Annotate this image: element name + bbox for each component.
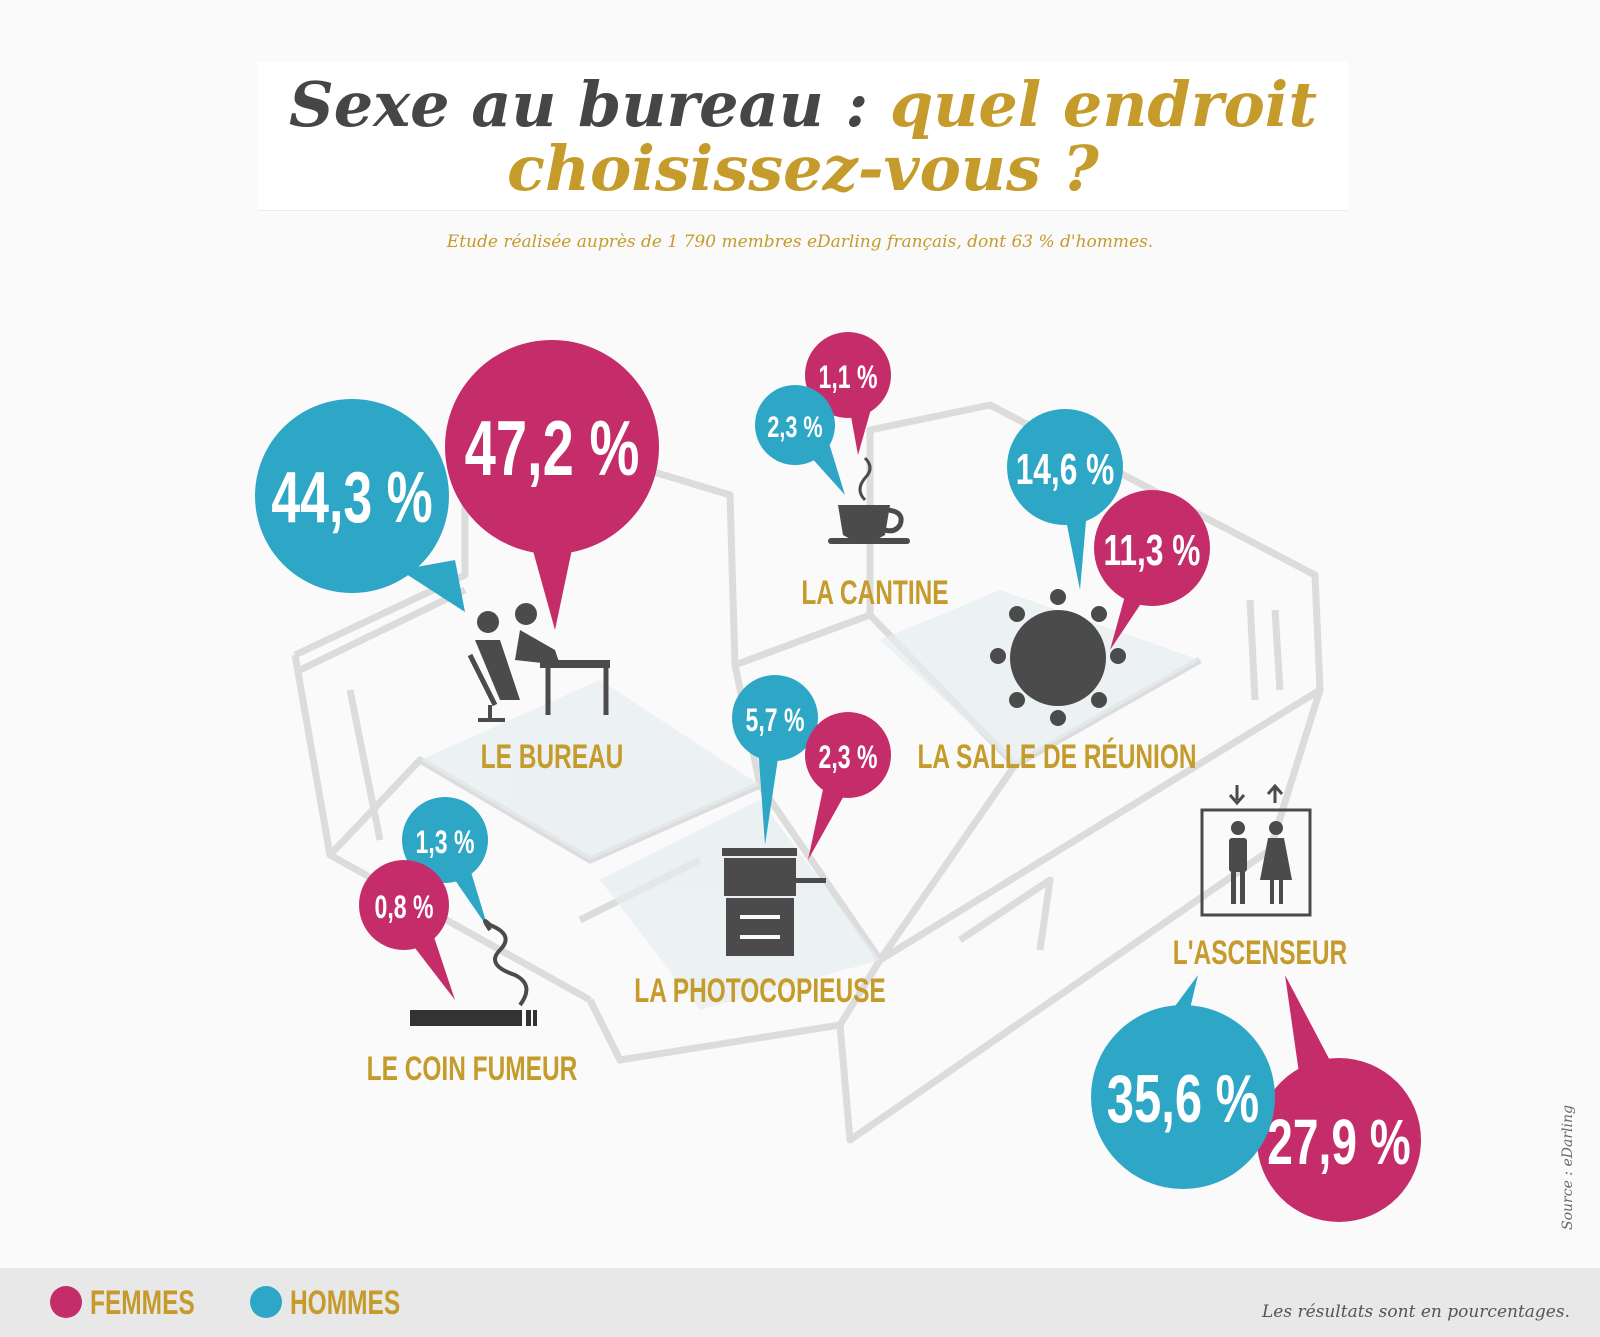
subtitle: Etude réalisée auprès de 1 790 membres e… (446, 232, 1154, 252)
hommes-bubble (1091, 1005, 1275, 1189)
place-l-ascenseur: L'ASCENSEUR 27,9 % 35,6 % (1091, 783, 1421, 1222)
hommes-value: 35,6 % (1107, 1060, 1259, 1137)
place-le-bureau: 44,3 % 47,2 % LE BUREAU (255, 340, 659, 776)
femmes-bubble (359, 860, 449, 950)
femmes-pointer (808, 780, 850, 860)
femmes-legend-label: FEMMES (90, 1284, 195, 1322)
hommes-legend-dot (250, 1286, 282, 1318)
place-la-cantine: 1,1 % 2,3 % LA CANTINE (755, 332, 949, 612)
femmes-value: 27,9 % (1267, 1107, 1410, 1178)
hommes-bubble (1007, 409, 1123, 525)
femmes-value: 1,1 % (819, 359, 878, 395)
hommes-value: 14,6 % (1016, 445, 1115, 494)
title-part-2: quel endroit (889, 68, 1317, 141)
title-box: Sexe au bureau : quel endroit choisissez… (258, 62, 1348, 210)
femmes-bubble (1257, 1058, 1421, 1222)
title-part-1: Sexe au bureau : (288, 68, 869, 141)
femmes-bubble (445, 340, 659, 554)
hommes-value: 44,3 % (271, 458, 432, 538)
photocopier-icon (722, 848, 826, 956)
hommes-bubble (755, 385, 835, 465)
cigarette-icon (410, 919, 537, 1026)
place-label: LE COIN FUMEUR (367, 1050, 578, 1088)
hommes-value: 2,3 % (767, 409, 822, 443)
place-la-photocopieuse: 5,7 % 2,3 % LA PHOTOCOPIEUSE (634, 675, 891, 1010)
hommes-pointer (400, 560, 465, 612)
place-le-coin-fumeur: 1,3 % 0,8 % LE COIN FUMEUR (359, 797, 577, 1088)
footer: FEMMES HOMMES Les résultats sont en pour… (0, 1268, 1600, 1337)
femmes-bubble (805, 712, 891, 798)
femmes-bubble (805, 332, 891, 418)
femmes-bubble (1094, 490, 1210, 606)
femmes-legend-dot (50, 1286, 82, 1318)
femmes-value: 11,3 % (1104, 526, 1201, 575)
couple-desk-icon (467, 603, 610, 722)
coffee-cup-icon (828, 456, 910, 544)
hommes-bubble (402, 797, 488, 883)
infographic-canvas: 44,3 % 47,2 % LE BUREAU 1,1 % (255, 332, 1421, 1222)
place-label: L'ASCENSEUR (1173, 934, 1347, 972)
place-label: LA SALLE DE RÉUNION (917, 737, 1196, 776)
femmes-value: 0,8 % (375, 889, 434, 925)
hommes-value: 1,3 % (416, 824, 475, 860)
place-label: LA PHOTOCOPIEUSE (634, 972, 886, 1010)
femmes-pointer (1285, 975, 1335, 1080)
meeting-table-icon (990, 589, 1126, 726)
source-note: Source : eDarling (1560, 1105, 1576, 1230)
place-label: LA CANTINE (801, 574, 948, 612)
place-label: LE BUREAU (481, 738, 624, 776)
elevator-icon (1200, 783, 1312, 917)
hommes-pointer (758, 745, 780, 845)
hommes-bubble (255, 399, 449, 593)
femmes-pointer (530, 535, 575, 630)
hommes-legend-label: HOMMES (290, 1284, 401, 1322)
place-la-salle-de-reunion: 14,6 % 11,3 % LA SALLE DE RÉUNION (917, 409, 1210, 776)
femmes-value: 47,2 % (465, 405, 640, 492)
footnote: Les résultats sont en pourcentages. (1261, 1302, 1570, 1322)
femmes-value: 2,3 % (819, 739, 878, 775)
hommes-bubble (732, 675, 818, 761)
hommes-value: 5,7 % (746, 702, 805, 738)
title-line-1: Sexe au bureau : quel endroit (258, 70, 1348, 140)
title-line-2: choisissez-vous ? (507, 132, 1099, 205)
